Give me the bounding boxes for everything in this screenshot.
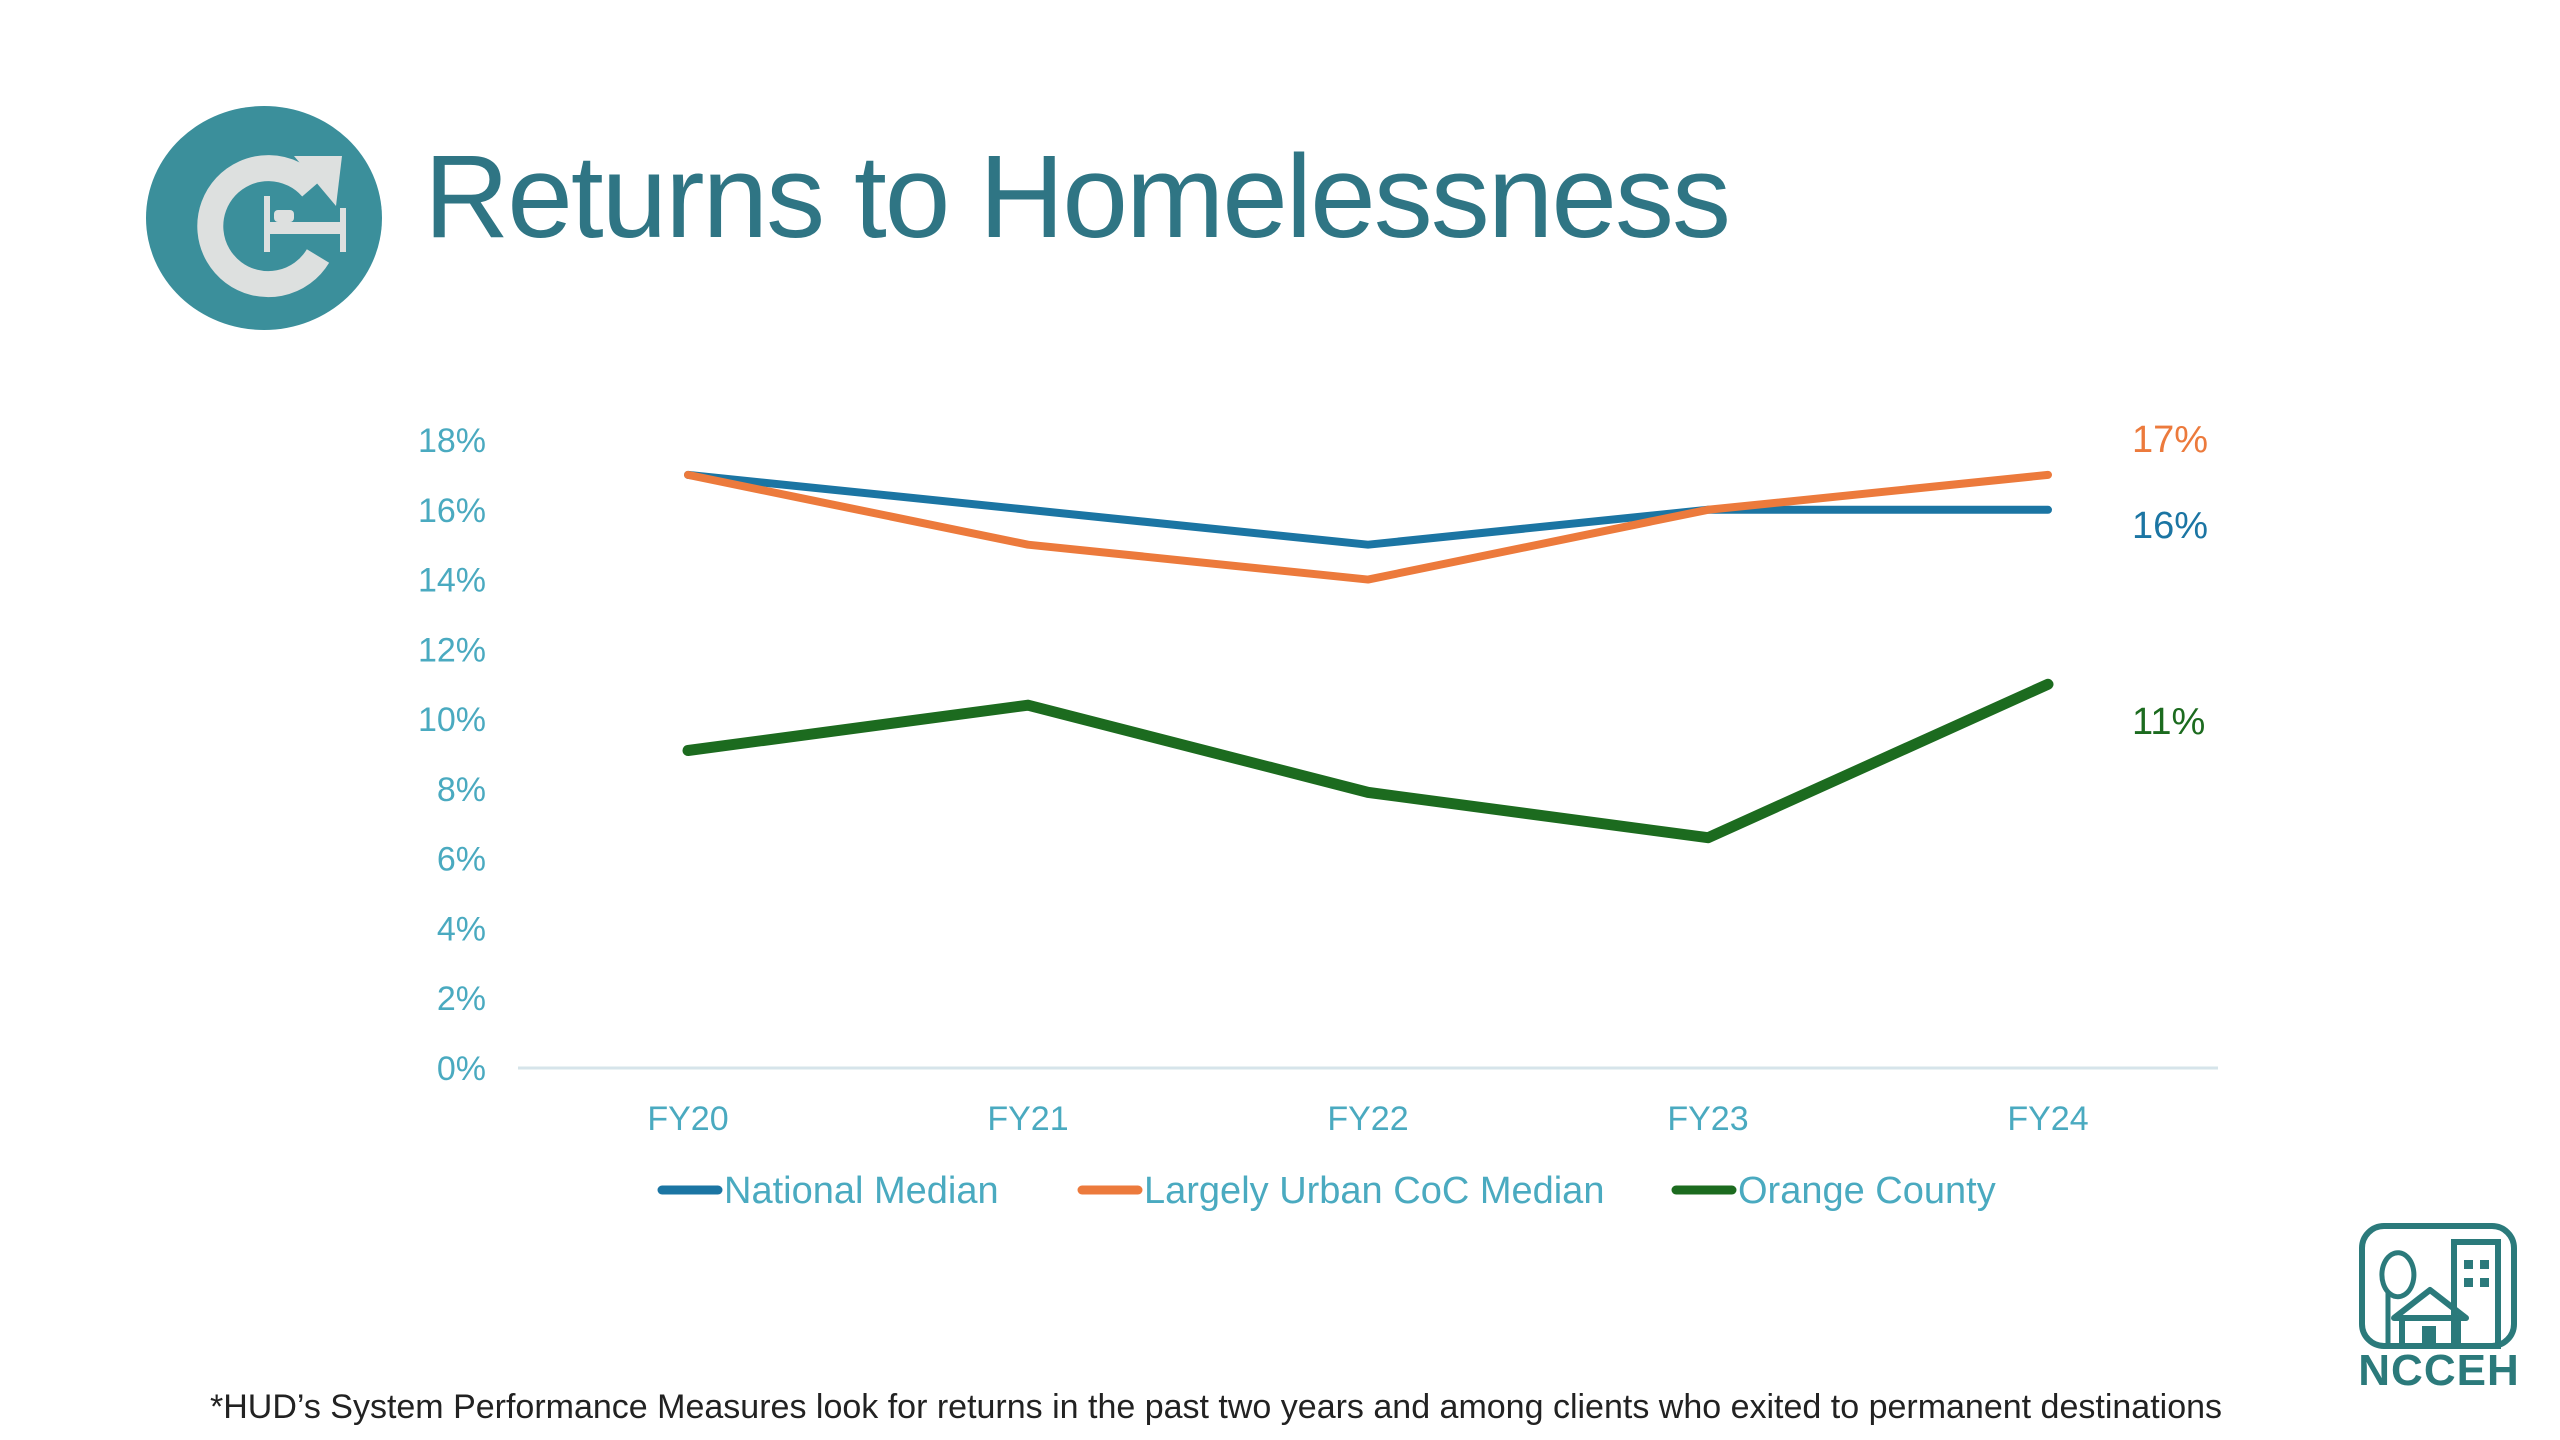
y-tick-label: 16% [418,492,486,530]
series-layer [682,470,2054,844]
end-label: 17% [2132,419,2208,461]
series-line-orange-county [682,678,2054,844]
x-tick-label: FY20 [647,1100,728,1138]
end-label: 16% [2132,505,2208,547]
page-title: Returns to Homelessness [424,131,1731,263]
series-line-largely-urban-coc-median [684,470,2052,584]
y-axis: 0% 2% 4% 6% 8% 10% 12% 14% 16% 18% [418,422,486,1088]
series-line-national-median [684,470,2052,549]
footnote: *HUD’s System Performance Measures look … [210,1388,2223,1426]
y-tick-label: 4% [437,910,486,948]
legend-label: Largely Urban CoC Median [1144,1170,1604,1212]
y-tick-label: 6% [437,841,486,879]
house-building-tree-icon [2359,1223,2517,1349]
x-axis: FY20 FY21 FY22 FY23 FY24 [647,1100,2088,1138]
y-tick-label: 2% [437,980,486,1018]
x-tick-label: FY23 [1667,1100,1748,1138]
y-tick-label: 0% [437,1050,486,1088]
x-tick-label: FY21 [987,1100,1068,1138]
legend-label: National Median [724,1170,999,1212]
returns-bed-icon [146,106,382,330]
legend-label: Orange County [1738,1170,1996,1212]
y-tick-label: 12% [418,631,486,669]
legend: National Median Largely Urban CoC Median O… [657,1170,1996,1212]
y-tick-label: 10% [418,701,486,739]
end-labels: 16% 17% 11% [2132,419,2208,743]
y-tick-label: 14% [418,562,486,600]
y-tick-label: 18% [418,422,486,460]
x-tick-label: FY22 [1327,1100,1408,1138]
logo-text: NCCEH [2358,1346,2520,1395]
end-label: 11% [2132,701,2205,743]
x-tick-label: FY24 [2007,1100,2088,1138]
y-tick-label: 8% [437,771,486,809]
